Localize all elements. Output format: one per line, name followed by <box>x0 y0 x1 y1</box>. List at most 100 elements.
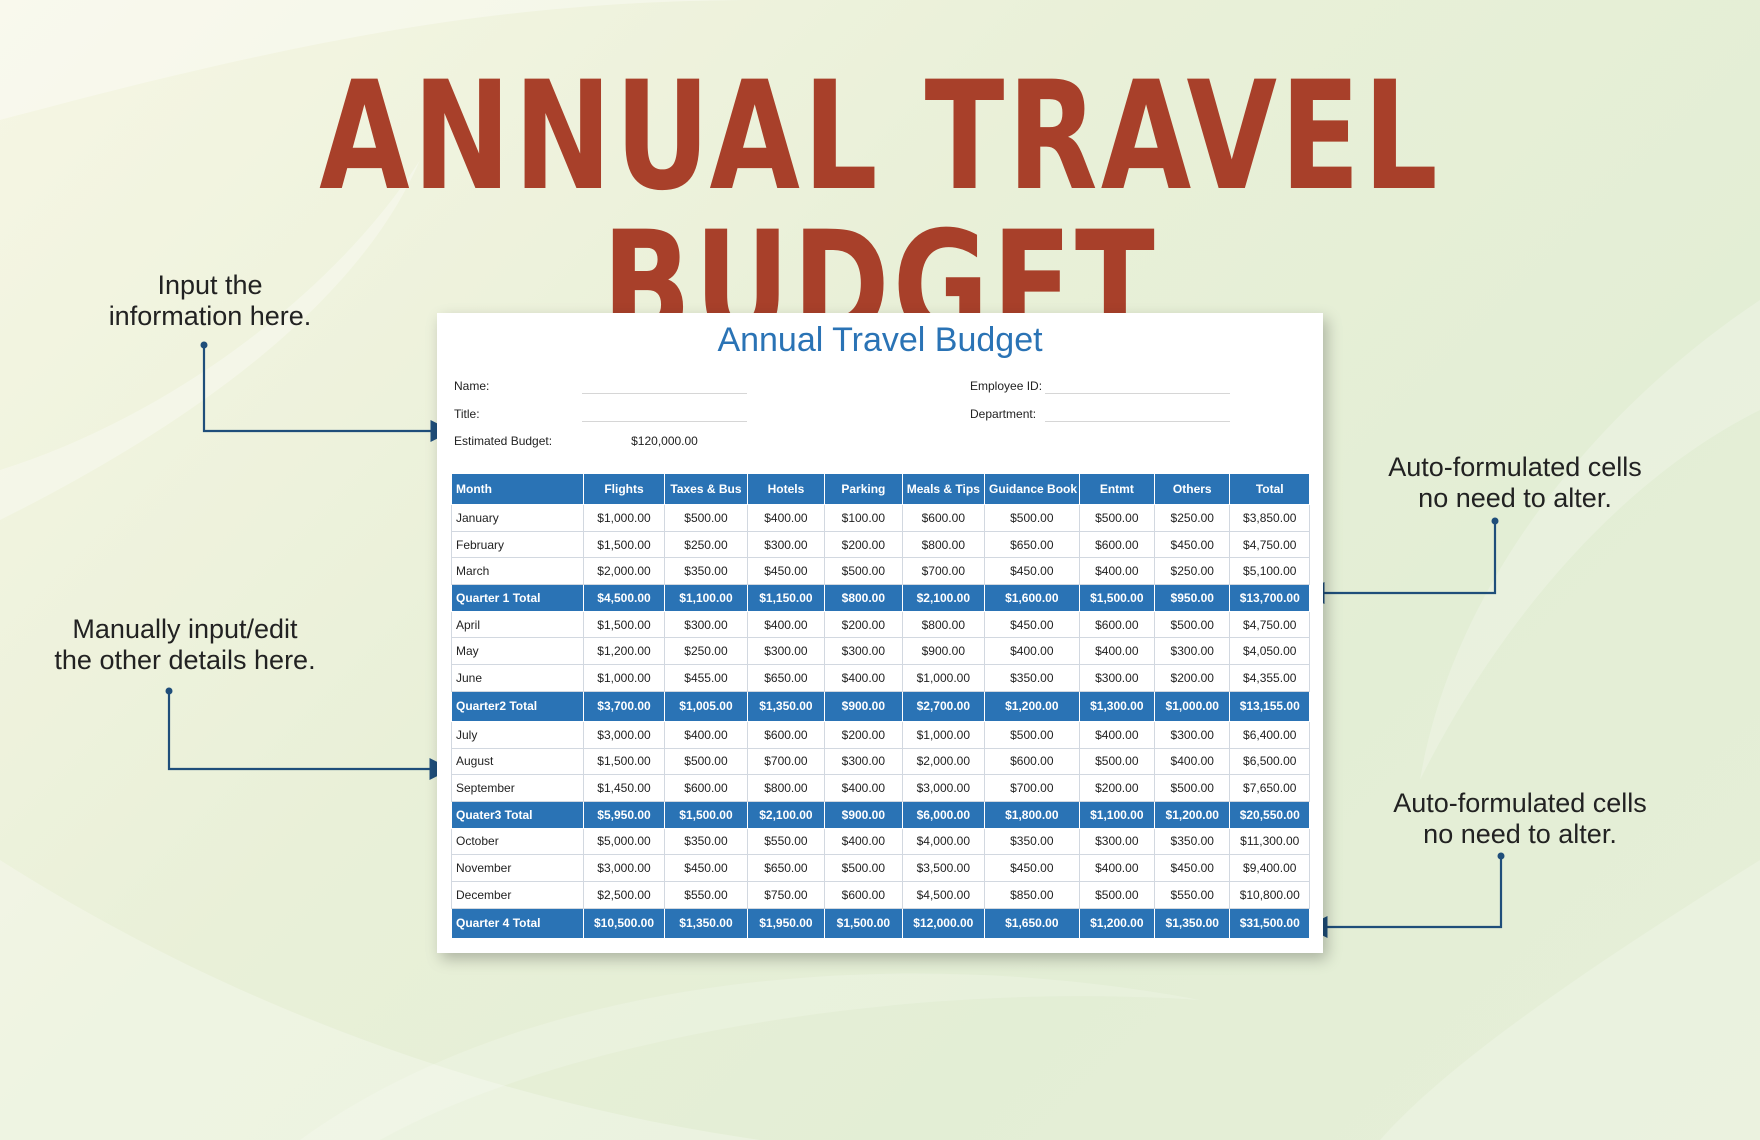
expense-cell[interactable]: $200.00 <box>824 610 903 639</box>
expense-cell[interactable]: $400.00 <box>1078 854 1156 882</box>
expense-cell[interactable]: $700.00 <box>984 774 1080 802</box>
expense-cell[interactable]: $900.00 <box>901 637 986 666</box>
title-field[interactable] <box>582 421 747 422</box>
expense-cell[interactable]: $500.00 <box>664 504 748 532</box>
expense-cell[interactable]: $400.00 <box>984 637 1080 666</box>
expense-cell[interactable]: $250.00 <box>1154 557 1231 586</box>
expense-cell[interactable]: $1,450.00 <box>582 774 666 802</box>
name-field[interactable] <box>582 393 747 394</box>
expense-cell[interactable]: $1,500.00 <box>582 610 666 639</box>
expense-cell[interactable]: $600.00 <box>984 747 1080 776</box>
expense-cell[interactable]: $450.00 <box>1154 530 1231 559</box>
expense-cell[interactable]: $200.00 <box>1078 774 1156 802</box>
expense-cell[interactable]: $500.00 <box>664 747 748 776</box>
expense-cell[interactable]: $800.00 <box>746 774 826 802</box>
expense-cell[interactable]: $450.00 <box>984 610 1080 639</box>
expense-cell[interactable]: $300.00 <box>824 637 903 666</box>
expense-cell[interactable]: $500.00 <box>1078 880 1156 909</box>
expense-cell[interactable]: $350.00 <box>984 827 1080 856</box>
expense-cell[interactable]: $100.00 <box>824 504 903 532</box>
expense-cell[interactable]: $350.00 <box>984 664 1080 692</box>
expense-cell[interactable]: $550.00 <box>1154 880 1231 909</box>
expense-cell[interactable]: $400.00 <box>1078 637 1156 666</box>
expense-cell[interactable]: $400.00 <box>746 610 826 639</box>
expense-cell[interactable]: $1,200.00 <box>582 637 666 666</box>
expense-cell[interactable]: $3,000.00 <box>582 854 666 882</box>
expense-cell[interactable]: $700.00 <box>901 557 986 586</box>
expense-cell[interactable]: $1,000.00 <box>901 664 986 692</box>
expense-cell[interactable]: $300.00 <box>664 610 748 639</box>
expense-cell[interactable]: $250.00 <box>664 530 748 559</box>
expense-cell[interactable]: $450.00 <box>1154 854 1231 882</box>
expense-cell[interactable]: $4,000.00 <box>901 827 986 856</box>
expense-cell[interactable]: $200.00 <box>824 530 903 559</box>
expense-cell[interactable]: $300.00 <box>1078 827 1156 856</box>
department-field[interactable] <box>1045 421 1230 422</box>
expense-cell[interactable]: $800.00 <box>901 530 986 559</box>
expense-cell[interactable]: $400.00 <box>824 827 903 856</box>
expense-cell[interactable]: $600.00 <box>1078 530 1156 559</box>
expense-cell[interactable]: $1,000.00 <box>901 720 986 749</box>
expense-cell[interactable]: $400.00 <box>824 774 903 802</box>
expense-cell[interactable]: $350.00 <box>1154 827 1231 856</box>
expense-cell[interactable]: $300.00 <box>746 530 826 559</box>
expense-cell[interactable]: $450.00 <box>746 557 826 586</box>
expense-cell[interactable]: $600.00 <box>664 774 748 802</box>
expense-cell[interactable]: $500.00 <box>1154 774 1231 802</box>
expense-cell[interactable]: $500.00 <box>1078 504 1156 532</box>
expense-cell[interactable]: $2,500.00 <box>582 880 666 909</box>
expense-cell[interactable]: $1,000.00 <box>582 664 666 692</box>
expense-cell[interactable]: $850.00 <box>984 880 1080 909</box>
expense-cell[interactable]: $455.00 <box>664 664 748 692</box>
expense-cell[interactable]: $2,000.00 <box>582 557 666 586</box>
expense-cell[interactable]: $400.00 <box>1078 720 1156 749</box>
expense-cell[interactable]: $750.00 <box>746 880 826 909</box>
employee-id-field[interactable] <box>1045 393 1230 394</box>
expense-cell[interactable]: $300.00 <box>746 637 826 666</box>
expense-cell[interactable]: $350.00 <box>664 827 748 856</box>
expense-cell[interactable]: $450.00 <box>984 557 1080 586</box>
expense-cell[interactable]: $450.00 <box>984 854 1080 882</box>
expense-cell[interactable]: $650.00 <box>746 664 826 692</box>
expense-cell[interactable]: $1,500.00 <box>582 747 666 776</box>
expense-cell[interactable]: $500.00 <box>1154 610 1231 639</box>
expense-cell[interactable]: $2,000.00 <box>901 747 986 776</box>
expense-cell[interactable]: $250.00 <box>664 637 748 666</box>
expense-cell[interactable]: $600.00 <box>824 880 903 909</box>
expense-cell[interactable]: $500.00 <box>824 854 903 882</box>
expense-cell[interactable]: $800.00 <box>901 610 986 639</box>
expense-cell[interactable]: $400.00 <box>1078 557 1156 586</box>
expense-cell[interactable]: $300.00 <box>1154 637 1231 666</box>
expense-cell[interactable]: $600.00 <box>901 504 986 532</box>
expense-cell[interactable]: $3,000.00 <box>901 774 986 802</box>
expense-cell[interactable]: $300.00 <box>824 747 903 776</box>
expense-cell[interactable]: $500.00 <box>824 557 903 586</box>
expense-cell[interactable]: $3,000.00 <box>582 720 666 749</box>
expense-cell[interactable]: $5,000.00 <box>582 827 666 856</box>
expense-cell[interactable]: $500.00 <box>984 504 1080 532</box>
expense-cell[interactable]: $1,000.00 <box>582 504 666 532</box>
estimated-budget-value[interactable]: $120,000.00 <box>631 434 698 448</box>
expense-cell[interactable]: $650.00 <box>746 854 826 882</box>
expense-cell[interactable]: $250.00 <box>1154 504 1231 532</box>
expense-cell[interactable]: $550.00 <box>746 827 826 856</box>
expense-cell[interactable]: $400.00 <box>746 504 826 532</box>
expense-cell[interactable]: $400.00 <box>1154 747 1231 776</box>
expense-cell[interactable]: $650.00 <box>984 530 1080 559</box>
expense-cell[interactable]: $1,500.00 <box>582 530 666 559</box>
expense-cell[interactable]: $300.00 <box>1078 664 1156 692</box>
expense-cell[interactable]: $400.00 <box>824 664 903 692</box>
expense-cell[interactable]: $600.00 <box>1078 610 1156 639</box>
expense-cell[interactable]: $200.00 <box>1154 664 1231 692</box>
expense-cell[interactable]: $500.00 <box>1078 747 1156 776</box>
expense-cell[interactable]: $400.00 <box>664 720 748 749</box>
expense-cell[interactable]: $600.00 <box>746 720 826 749</box>
expense-cell[interactable]: $200.00 <box>824 720 903 749</box>
expense-cell[interactable]: $350.00 <box>664 557 748 586</box>
expense-cell[interactable]: $550.00 <box>664 880 748 909</box>
expense-cell[interactable]: $300.00 <box>1154 720 1231 749</box>
expense-cell[interactable]: $3,500.00 <box>901 854 986 882</box>
expense-cell[interactable]: $450.00 <box>664 854 748 882</box>
expense-cell[interactable]: $500.00 <box>984 720 1080 749</box>
expense-cell[interactable]: $700.00 <box>746 747 826 776</box>
